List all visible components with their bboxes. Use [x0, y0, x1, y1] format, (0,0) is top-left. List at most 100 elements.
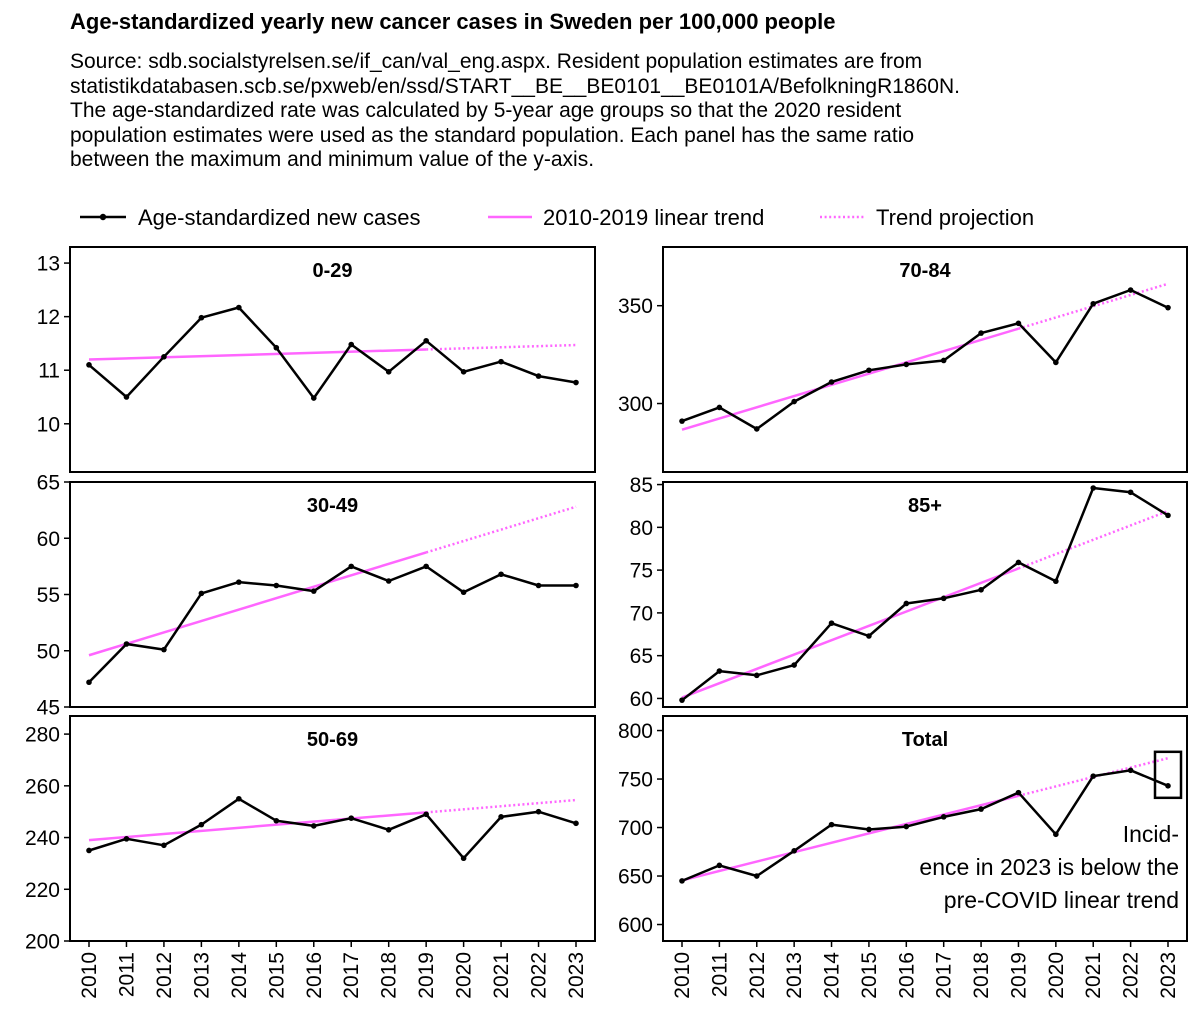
data-point: [716, 404, 723, 411]
y-tick-label: 60: [37, 528, 60, 551]
x-tick-label: 2010: [78, 952, 101, 999]
subtitle-line: between the maximum and minimum value of…: [70, 148, 595, 171]
data-point: [940, 357, 947, 364]
subtitle-line: statistikdatabasen.scb.se/pxweb/en/ssd/S…: [70, 74, 960, 98]
data-point: [828, 821, 835, 828]
x-tick-label: 2020: [1045, 952, 1068, 999]
trend-line: [681, 567, 1019, 699]
data-point: [791, 848, 797, 854]
data-point: [273, 582, 280, 589]
data-point: [198, 821, 205, 828]
y-tick-label: 80: [630, 517, 653, 540]
x-tick-label: 2020: [453, 952, 476, 999]
panel-frame: [662, 481, 1188, 708]
data-point: [310, 395, 317, 401]
data-point: [198, 590, 205, 597]
y-tick-label: 240: [25, 827, 60, 850]
trend-line: [88, 551, 427, 657]
data-point: [498, 814, 504, 820]
y-tick-label: 750: [618, 769, 653, 792]
annotation-text: pre-COVID linear trend: [944, 887, 1179, 913]
panel-frame: [662, 246, 1188, 473]
y-tick-label: 260: [25, 775, 60, 798]
annotation-text: ence in 2023 is below the: [919, 854, 1179, 880]
x-tick-label: 2013: [783, 952, 806, 999]
data-point: [498, 571, 504, 578]
data-point: [1090, 485, 1097, 491]
data-point: [1165, 783, 1171, 789]
data-point: [348, 563, 355, 570]
y-tick-label: 12: [37, 306, 60, 329]
data-point: [1015, 789, 1022, 796]
data-point: [423, 563, 429, 570]
data-point: [1053, 359, 1059, 366]
data-point: [679, 697, 685, 703]
trend-line: [88, 348, 427, 361]
data-point: [161, 354, 167, 360]
data-point: [753, 672, 760, 679]
data-point: [236, 579, 242, 585]
x-tick-label: 2021: [490, 952, 513, 999]
data-point: [903, 361, 910, 368]
x-tick-label: 2015: [858, 952, 881, 999]
data-point: [1165, 304, 1171, 311]
data-point: [535, 582, 542, 589]
x-tick-label: 2018: [970, 952, 993, 999]
data-point: [310, 588, 317, 594]
data-point: [903, 600, 910, 607]
data-point: [1053, 578, 1059, 585]
data-point: [236, 795, 242, 802]
data-line: [681, 486, 1169, 702]
y-tick-label: 85: [630, 474, 653, 497]
data-point: [940, 595, 947, 602]
panel-frame: [69, 246, 596, 473]
y-tick-label: 13: [37, 253, 60, 276]
data-line: [88, 797, 577, 860]
subtitle-line: The age-standardized rate was calculated…: [70, 99, 902, 122]
x-tick-label: 2022: [1120, 952, 1143, 999]
x-tick-label: 2014: [821, 952, 844, 999]
trend-projection: [426, 798, 577, 814]
data-point: [1015, 559, 1022, 566]
x-tick-label: 2021: [1082, 952, 1105, 999]
data-point: [86, 362, 92, 368]
data-point: [1127, 287, 1134, 293]
data-point: [198, 314, 205, 321]
trend-projection: [426, 343, 577, 351]
panel-frame: [69, 715, 596, 942]
y-tick-label: 10: [37, 413, 60, 436]
highlight-box: [1153, 750, 1183, 800]
trend-line: [88, 811, 427, 842]
y-tick-label: 600: [618, 914, 653, 937]
y-tick-label: 55: [37, 584, 60, 607]
trend-projection: [1018, 509, 1169, 570]
chart-subtitle: Source: sdb.socialstyrelsen.se/if_can/va…: [70, 50, 1195, 173]
data-point: [535, 373, 542, 379]
y-tick-label: 800: [618, 720, 653, 743]
data-point: [423, 811, 429, 818]
x-tick-label: 2012: [153, 952, 176, 999]
data-point: [866, 367, 872, 374]
y-tick-label: 65: [630, 645, 653, 668]
trend-line: [681, 794, 1019, 882]
panel-title: 0-29: [312, 260, 352, 282]
data-point: [978, 806, 984, 812]
x-tick-label: 2015: [265, 952, 288, 999]
x-tick-label: 2013: [190, 952, 213, 999]
y-tick-label: 300: [618, 393, 653, 416]
data-point: [679, 878, 685, 884]
panel-title: 70-84: [899, 260, 951, 282]
data-line: [88, 565, 576, 684]
data-point: [161, 842, 167, 849]
data-point: [828, 379, 835, 385]
data-point: [978, 330, 984, 336]
y-tick-label: 700: [618, 817, 653, 840]
y-tick-label: 65: [37, 472, 60, 495]
data-point: [679, 418, 685, 424]
data-point: [86, 679, 92, 686]
data-point: [123, 641, 130, 647]
trend-projection: [1018, 282, 1169, 330]
data-point: [310, 823, 317, 829]
data-point: [460, 369, 467, 375]
data-point: [123, 394, 130, 400]
